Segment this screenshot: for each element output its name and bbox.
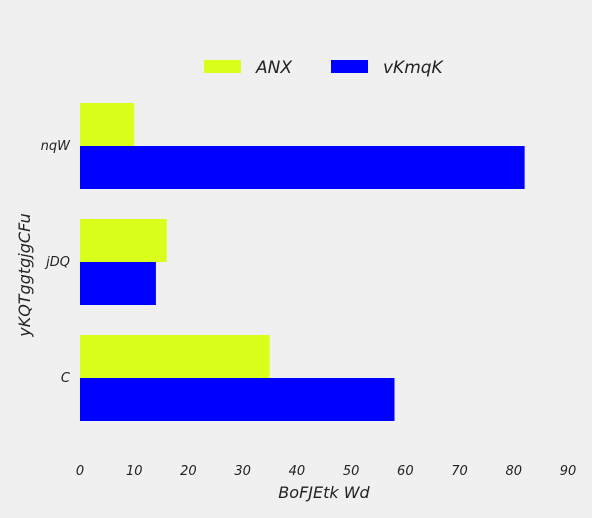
bar-anx-nqw [80, 103, 135, 146]
x-tick-label-0: 0 [76, 464, 84, 479]
x-tick-label-10: 10 [126, 464, 143, 479]
bar-vkmqk-jdq [80, 262, 156, 305]
y-tick-label-c: C [61, 371, 71, 386]
bar-vkmqk-c [80, 378, 395, 421]
x-tick-label-60: 60 [397, 464, 414, 479]
bar-vkmqk-nqw [80, 146, 525, 189]
legend-label-anx: ANX [255, 58, 292, 78]
x-tick-label-80: 80 [506, 464, 523, 479]
bars-group [80, 103, 525, 421]
x-tick-label-20: 20 [180, 464, 197, 479]
legend-swatch-vkmqk [331, 60, 368, 73]
y-tick-label-jdq: jDQ [44, 255, 70, 270]
y-axis-label: yKQTggtgjgCFu [15, 213, 34, 338]
bar-anx-jdq [80, 219, 167, 262]
x-tick-label-70: 70 [451, 464, 468, 479]
legend: ANX vKmqK [204, 58, 445, 78]
x-tick-label-30: 30 [234, 464, 251, 479]
x-axis-ticks: 0 10 20 30 40 50 60 70 80 90 [76, 464, 576, 479]
x-tick-label-40: 40 [289, 464, 306, 479]
bar-anx-c [80, 335, 270, 378]
x-axis-label: BoFJEtk Wd [278, 483, 370, 502]
x-tick-label-50: 50 [343, 464, 360, 479]
legend-swatch-anx [204, 60, 241, 73]
legend-label-vkmqk: vKmqK [383, 58, 445, 78]
y-tick-label-nqw: nqW [41, 139, 71, 154]
x-tick-label-90: 90 [560, 464, 577, 479]
